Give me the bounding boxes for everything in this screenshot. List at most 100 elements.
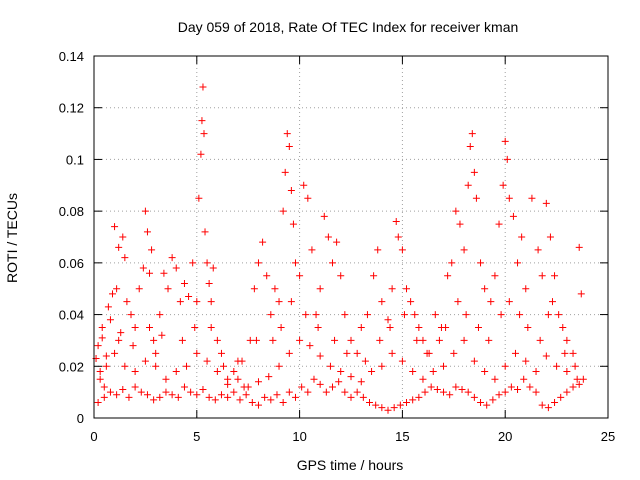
data-point xyxy=(472,194,480,202)
data-point xyxy=(372,401,380,409)
data-point xyxy=(277,324,285,331)
data-point xyxy=(207,298,215,306)
data-point xyxy=(366,398,374,406)
x-tick-label: 25 xyxy=(601,429,615,444)
data-point xyxy=(172,367,180,375)
data-point xyxy=(259,238,267,246)
data-point xyxy=(452,207,460,215)
data-point xyxy=(117,329,125,337)
data-point xyxy=(94,342,102,350)
data-point xyxy=(119,386,127,394)
data-point xyxy=(374,246,382,254)
data-point xyxy=(254,378,262,386)
data-point xyxy=(238,357,246,365)
data-point xyxy=(553,362,561,370)
data-point xyxy=(296,336,304,344)
data-point xyxy=(111,349,119,357)
data-point xyxy=(575,380,583,388)
data-point xyxy=(279,207,287,215)
data-point xyxy=(516,311,524,319)
data-point xyxy=(392,217,400,225)
data-point xyxy=(248,398,256,406)
data-point xyxy=(411,311,419,319)
data-point xyxy=(106,388,114,396)
data-point xyxy=(532,388,540,396)
data-point xyxy=(146,269,154,277)
data-point xyxy=(347,336,355,344)
y-tick-label: 0.04 xyxy=(59,308,84,323)
data-point xyxy=(489,396,497,404)
data-point xyxy=(328,259,336,267)
y-tick-label: 0.14 xyxy=(59,49,84,64)
data-point xyxy=(427,383,435,391)
data-point xyxy=(164,285,172,293)
data-point xyxy=(481,285,489,293)
data-point xyxy=(394,233,402,241)
data-point xyxy=(102,362,110,370)
data-point xyxy=(174,393,182,401)
data-point xyxy=(296,272,304,280)
data-point xyxy=(501,388,509,396)
data-point xyxy=(273,391,281,399)
y-tick-label: 0.08 xyxy=(59,204,84,219)
data-point xyxy=(446,391,454,399)
data-point xyxy=(98,324,106,331)
y-tick-label: 0.06 xyxy=(59,256,84,271)
data-point xyxy=(314,324,322,331)
data-point xyxy=(335,378,343,386)
x-tick-label: 10 xyxy=(292,429,306,444)
chart-title: Day 059 of 2018, Rate Of TEC Index for r… xyxy=(178,19,519,35)
data-point xyxy=(398,357,406,365)
data-point xyxy=(522,285,530,293)
data-point xyxy=(106,316,114,324)
data-point xyxy=(197,150,205,158)
data-point xyxy=(143,391,151,399)
data-point xyxy=(548,298,556,306)
data-point xyxy=(113,285,121,293)
data-point xyxy=(538,272,546,280)
data-point xyxy=(263,272,271,280)
data-point xyxy=(230,388,238,396)
data-point xyxy=(466,143,474,150)
data-point xyxy=(563,388,571,396)
data-point xyxy=(505,298,513,306)
data-point xyxy=(320,212,328,220)
data-point xyxy=(156,311,164,319)
data-point xyxy=(261,393,269,401)
data-point xyxy=(495,391,503,399)
data-point xyxy=(143,228,151,236)
data-point xyxy=(536,336,544,344)
data-point xyxy=(413,336,421,344)
data-point xyxy=(341,311,349,319)
data-point xyxy=(254,259,262,267)
data-point xyxy=(203,357,211,365)
data-point xyxy=(505,194,513,202)
data-point xyxy=(563,336,571,344)
data-point xyxy=(217,391,225,399)
data-point xyxy=(341,388,349,396)
data-point xyxy=(94,398,102,406)
data-point xyxy=(559,324,567,331)
data-point xyxy=(269,336,277,344)
data-point xyxy=(546,233,554,241)
data-point xyxy=(254,401,262,409)
data-point xyxy=(483,401,491,409)
data-point xyxy=(100,393,108,401)
data-point xyxy=(115,243,123,251)
data-point xyxy=(433,386,441,394)
data-point xyxy=(569,383,577,391)
y-tick-label: 0.1 xyxy=(66,152,84,167)
data-point xyxy=(520,375,528,383)
data-point xyxy=(353,349,361,357)
data-point xyxy=(230,367,238,375)
data-point xyxy=(100,383,108,391)
data-point xyxy=(396,401,404,409)
data-point xyxy=(563,367,571,375)
data-point xyxy=(499,181,507,189)
y-tick-label: 0.02 xyxy=(59,359,84,374)
data-point xyxy=(109,290,117,298)
data-point xyxy=(265,373,273,381)
data-point xyxy=(203,259,211,267)
data-point xyxy=(302,311,310,319)
data-point xyxy=(141,207,149,215)
